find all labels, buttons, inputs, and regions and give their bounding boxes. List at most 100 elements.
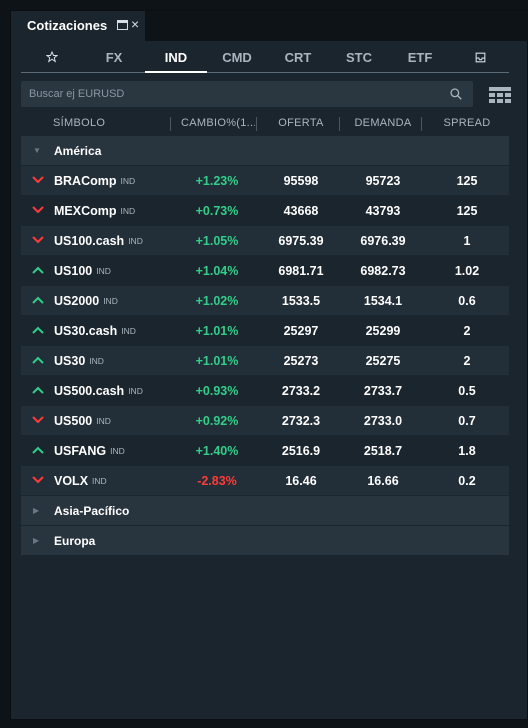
ask-price[interactable]: 95723: [365, 174, 401, 188]
instrument-type-badge: IND: [96, 266, 111, 276]
grid-view-icon[interactable]: [489, 87, 511, 103]
symbol-label: US500: [54, 414, 93, 428]
bid-price[interactable]: 2516.9: [281, 444, 321, 458]
bid-price[interactable]: 25273: [283, 354, 319, 368]
group-asia-pacific[interactable]: ▶ Asia-Pacífico: [21, 496, 509, 525]
symbol-label: VOLX: [54, 474, 89, 488]
ask-price[interactable]: 43793: [365, 204, 401, 218]
bid-price[interactable]: 1533.5: [281, 294, 321, 308]
change-percent: +0.93%: [195, 384, 239, 398]
instrument-type-badge: IND: [89, 356, 104, 366]
arrow-down-icon: [32, 416, 44, 424]
table-row[interactable]: US500 IND +0.92% 2732.3 2733.0 0.7: [21, 406, 509, 435]
column-change[interactable]: CAMBIO%(1...: [181, 117, 255, 129]
spread-value: 2: [463, 354, 471, 368]
ask-price[interactable]: 6982.73: [360, 264, 406, 278]
group-america[interactable]: ▼ América: [21, 136, 509, 165]
table-row[interactable]: BRAComp IND +1.23% 95598 95723 125: [21, 166, 509, 195]
ask-price[interactable]: 25275: [365, 354, 401, 368]
table-row[interactable]: VOLX IND -2.83% 16.46 16.66 0.2: [21, 466, 509, 495]
close-icon[interactable]: ×: [131, 16, 140, 32]
symbol-label: US30.cash: [54, 324, 118, 338]
spread-value: 0.6: [458, 294, 476, 308]
spread-value: 125: [456, 204, 478, 218]
arrow-down-icon: [32, 476, 44, 484]
column-bid[interactable]: OFERTA: [278, 117, 324, 129]
arrow-up-icon: [32, 296, 44, 304]
symbol-label: BRAComp: [54, 174, 117, 188]
column-divider[interactable]: [170, 117, 171, 131]
change-percent: +1.40%: [195, 444, 239, 458]
america-rows: BRAComp IND +1.23% 95598 95723 125 MEXComp IND +…: [21, 166, 509, 495]
bid-price[interactable]: 2732.3: [281, 414, 321, 428]
ask-price[interactable]: 2733.7: [363, 384, 403, 398]
group-label: Europa: [54, 534, 96, 548]
symbol-name: US30.cash IND: [54, 324, 136, 338]
spread-value: 0.2: [458, 474, 476, 488]
column-ask[interactable]: DEMANDA: [354, 117, 412, 129]
group-europe[interactable]: ▶ Europa: [21, 526, 509, 555]
arrow-up-icon: [32, 446, 44, 454]
tab-ind[interactable]: IND: [145, 45, 207, 73]
ask-price[interactable]: 2518.7: [363, 444, 403, 458]
change-percent: +0.92%: [195, 414, 239, 428]
tab-etf[interactable]: ETF: [407, 50, 433, 65]
search-icon[interactable]: [449, 87, 463, 101]
ask-price[interactable]: 6976.39: [360, 234, 406, 248]
bid-price[interactable]: 43668: [283, 204, 319, 218]
tab-inbox[interactable]: [451, 45, 509, 73]
change-percent: +1.23%: [195, 174, 239, 188]
change-percent: +1.01%: [195, 324, 239, 338]
maximize-icon[interactable]: [117, 20, 128, 30]
bid-price[interactable]: 2733.2: [281, 384, 321, 398]
ask-price[interactable]: 25299: [365, 324, 401, 338]
instrument-type-badge: IND: [92, 476, 107, 486]
search-bar: [21, 81, 473, 107]
column-spread[interactable]: SPREAD: [443, 117, 491, 129]
bid-price[interactable]: 25297: [283, 324, 319, 338]
window-tab[interactable]: Cotizaciones ×: [11, 11, 145, 41]
change-percent: +0.73%: [195, 204, 239, 218]
group-label: América: [54, 144, 102, 158]
change-percent: +1.05%: [195, 234, 239, 248]
arrow-up-icon: [32, 266, 44, 274]
column-divider[interactable]: [256, 117, 257, 131]
arrow-down-icon: [32, 206, 44, 214]
table-row[interactable]: US100 IND +1.04% 6981.71 6982.73 1.02: [21, 256, 509, 285]
table-row[interactable]: MEXComp IND +0.73% 43668 43793 125: [21, 196, 509, 225]
ask-price[interactable]: 16.66: [367, 474, 399, 488]
table-row[interactable]: US30.cash IND +1.01% 25297 25299 2: [21, 316, 509, 345]
column-divider[interactable]: [421, 117, 422, 131]
column-symbol[interactable]: SÍMBOLO: [53, 117, 106, 129]
search-input[interactable]: [21, 81, 441, 107]
symbol-label: US100.cash: [54, 234, 125, 248]
table-row[interactable]: USFANG IND +1.40% 2516.9 2518.7 1.8: [21, 436, 509, 465]
tab-crt[interactable]: CRT: [284, 50, 312, 65]
tab-fx[interactable]: FX: [105, 50, 123, 65]
symbol-label: US30: [54, 354, 86, 368]
star-icon: [45, 50, 59, 63]
tab-cmd[interactable]: CMD: [222, 50, 252, 65]
bid-price[interactable]: 16.46: [285, 474, 317, 488]
bid-price[interactable]: 6981.71: [278, 264, 324, 278]
tab-stc[interactable]: STC: [346, 50, 372, 65]
table-row[interactable]: US2000 IND +1.02% 1533.5 1534.1 0.6: [21, 286, 509, 315]
spread-value: 0.5: [458, 384, 476, 398]
bid-price[interactable]: 95598: [283, 174, 319, 188]
arrow-up-icon: [32, 356, 44, 364]
ask-price[interactable]: 2733.0: [363, 414, 403, 428]
spread-value: 0.7: [458, 414, 476, 428]
symbol-label: MEXComp: [54, 204, 117, 218]
ask-price[interactable]: 1534.1: [363, 294, 403, 308]
instrument-type-badge: IND: [128, 236, 143, 246]
spread-value: 2: [463, 324, 471, 338]
symbol-label: US500.cash: [54, 384, 125, 398]
tab-favorites[interactable]: [21, 45, 83, 73]
arrow-down-icon: [32, 176, 44, 184]
symbol-name: US30 IND: [54, 354, 104, 368]
table-row[interactable]: US500.cash IND +0.93% 2733.2 2733.7 0.5: [21, 376, 509, 405]
column-divider[interactable]: [339, 117, 340, 131]
bid-price[interactable]: 6975.39: [278, 234, 324, 248]
table-row[interactable]: US30 IND +1.01% 25273 25275 2: [21, 346, 509, 375]
table-row[interactable]: US100.cash IND +1.05% 6975.39 6976.39 1: [21, 226, 509, 255]
